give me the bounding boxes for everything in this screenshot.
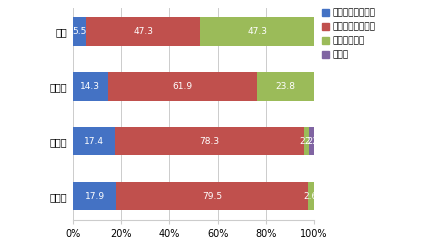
Bar xyxy=(108,72,257,101)
Text: 47.3: 47.3 xyxy=(133,27,153,36)
Bar xyxy=(304,127,309,156)
Text: 79.5: 79.5 xyxy=(202,192,222,200)
Text: 17.9: 17.9 xyxy=(85,192,105,200)
Text: 23.8: 23.8 xyxy=(275,82,295,91)
Text: 78.3: 78.3 xyxy=(199,137,219,146)
Bar xyxy=(200,17,314,46)
Bar xyxy=(73,17,86,46)
Bar xyxy=(73,182,116,210)
Bar xyxy=(257,72,314,101)
Text: 5.5: 5.5 xyxy=(73,27,87,36)
Text: 2.2: 2.2 xyxy=(299,137,313,146)
Bar xyxy=(73,72,108,101)
Text: 14.3: 14.3 xyxy=(80,82,100,91)
Bar xyxy=(73,127,115,156)
Text: 47.3: 47.3 xyxy=(247,27,267,36)
Bar xyxy=(307,182,314,210)
Text: 2.2: 2.2 xyxy=(304,137,319,146)
Text: 61.9: 61.9 xyxy=(172,82,192,91)
Text: 2.6: 2.6 xyxy=(304,192,318,200)
Bar xyxy=(309,127,314,156)
Bar xyxy=(115,127,304,156)
Bar xyxy=(116,182,307,210)
Legend: 詳細を知っている, 聞いたことがある, 知らなかった, 無回答: 詳細を知っている, 聞いたことがある, 知らなかった, 無回答 xyxy=(321,8,376,60)
Text: 17.4: 17.4 xyxy=(84,137,104,146)
Bar xyxy=(86,17,200,46)
